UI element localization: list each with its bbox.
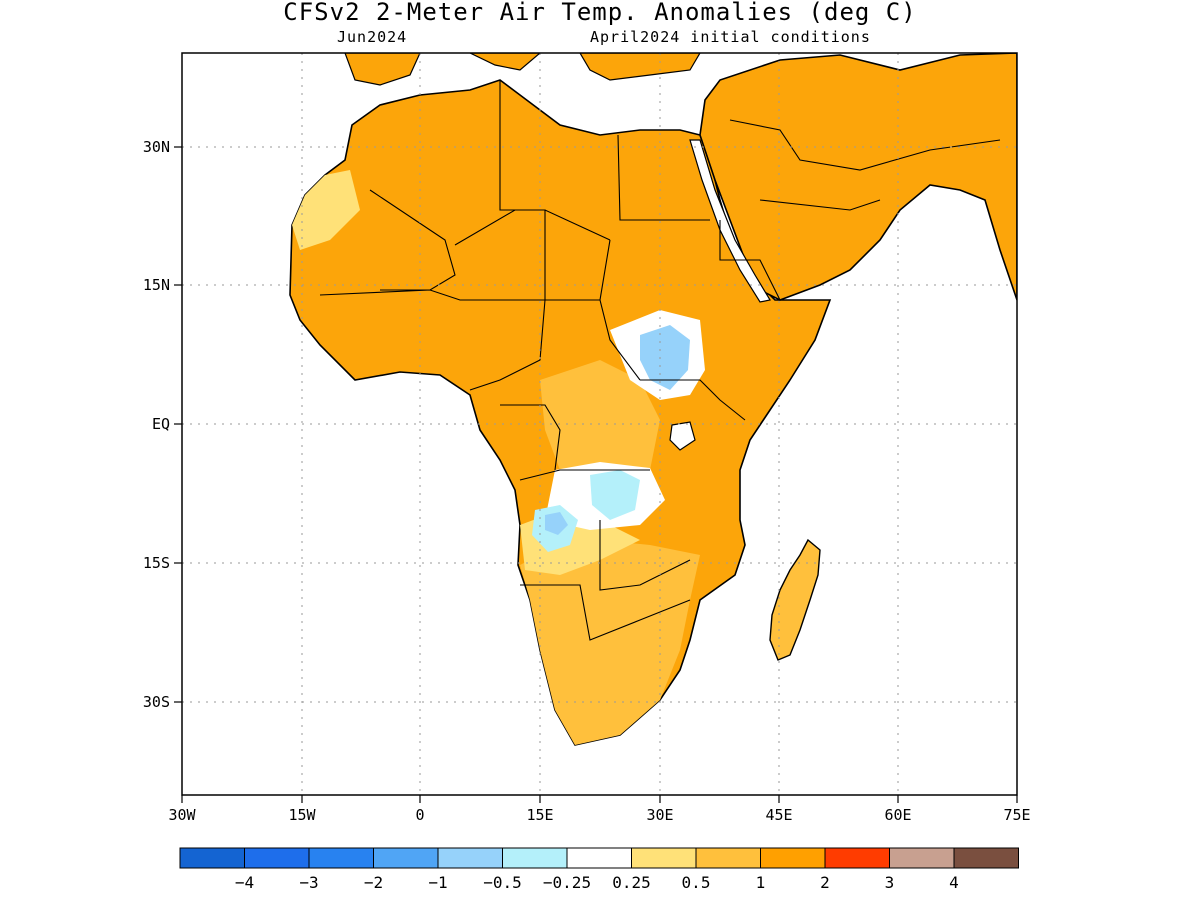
- colorbar-swatch: [953, 847, 1019, 869]
- y-axis-labels: 30N 15N EQ 15S 30S: [143, 138, 170, 711]
- x-tick-label: 60E: [884, 806, 911, 824]
- colorbar-swatch: [695, 847, 761, 869]
- anomaly-zone-southern-africa: [520, 540, 700, 745]
- y-tick-label: 15S: [143, 554, 170, 572]
- cool-anomaly-angola-core: [545, 512, 568, 535]
- x-tick-label: 0: [415, 806, 424, 824]
- x-tick-label: 30E: [646, 806, 673, 824]
- y-tick-label: 30S: [143, 693, 170, 711]
- colorbar-swatch: [824, 847, 890, 869]
- y-tick-label: 15N: [143, 276, 170, 294]
- x-tick-label: 15E: [526, 806, 553, 824]
- colorbar-swatch: [308, 847, 374, 869]
- cool-anomaly-south-sudan: [640, 325, 690, 390]
- madagascar: [769, 538, 821, 661]
- axis-ticks: [174, 146, 1018, 803]
- colorbar-swatch: [373, 847, 439, 869]
- colorbar-label: 1: [756, 873, 766, 892]
- red-sea: [689, 139, 771, 303]
- colorbar-label: −0.5: [483, 873, 522, 892]
- x-tick-label: 30W: [168, 806, 196, 824]
- colorbar-label: 4: [949, 873, 959, 892]
- colorbar-label: 3: [885, 873, 895, 892]
- x-tick-label: 75E: [1003, 806, 1030, 824]
- map-title: CFSv2 2-Meter Air Temp. Anomalies (deg C…: [283, 0, 917, 26]
- x-tick-label: 45E: [765, 806, 792, 824]
- colorbar-swatch: [179, 847, 245, 869]
- colorbar-swatch: [437, 847, 503, 869]
- x-axis-labels: 30W 15W 0 15E 30E 45E 60E 75E: [168, 806, 1030, 824]
- colorbar-label: −2: [364, 873, 383, 892]
- europe-landmass: [344, 53, 701, 86]
- colorbar-swatch: [760, 847, 826, 869]
- colorbar-swatch: [889, 847, 955, 869]
- colorbar-label: −3: [299, 873, 318, 892]
- country-borders: [319, 80, 1001, 641]
- lake-victoria: [669, 421, 696, 451]
- anomaly-zone-congo: [540, 360, 660, 475]
- colorbar-swatch: [244, 847, 310, 869]
- colorbar-swatch: [502, 847, 568, 869]
- anomaly-zone-coastal-west: [292, 170, 360, 250]
- colorbar-label: −1: [428, 873, 447, 892]
- colorbar-swatch: [566, 847, 632, 869]
- graticule: [182, 53, 1017, 795]
- colorbar-label: 0.25: [612, 873, 651, 892]
- x-tick-label: 15W: [288, 806, 316, 824]
- colorbar: −4 −3 −2 −1 −0.5 −0.25 0.25 0.5 1 2 3 4: [179, 847, 1019, 892]
- y-tick-label: EQ: [152, 415, 170, 433]
- colorbar-label: −4: [235, 873, 254, 892]
- colorbar-label: −0.25: [543, 873, 591, 892]
- colorbar-label: 0.5: [682, 873, 711, 892]
- forecast-month: Jun2024: [337, 28, 408, 46]
- cool-anomaly-drc-south: [590, 470, 640, 520]
- initial-conditions: April2024 initial conditions: [590, 28, 871, 46]
- colorbar-swatch: [631, 847, 697, 869]
- y-tick-label: 30N: [143, 138, 170, 156]
- colorbar-label: 2: [820, 873, 830, 892]
